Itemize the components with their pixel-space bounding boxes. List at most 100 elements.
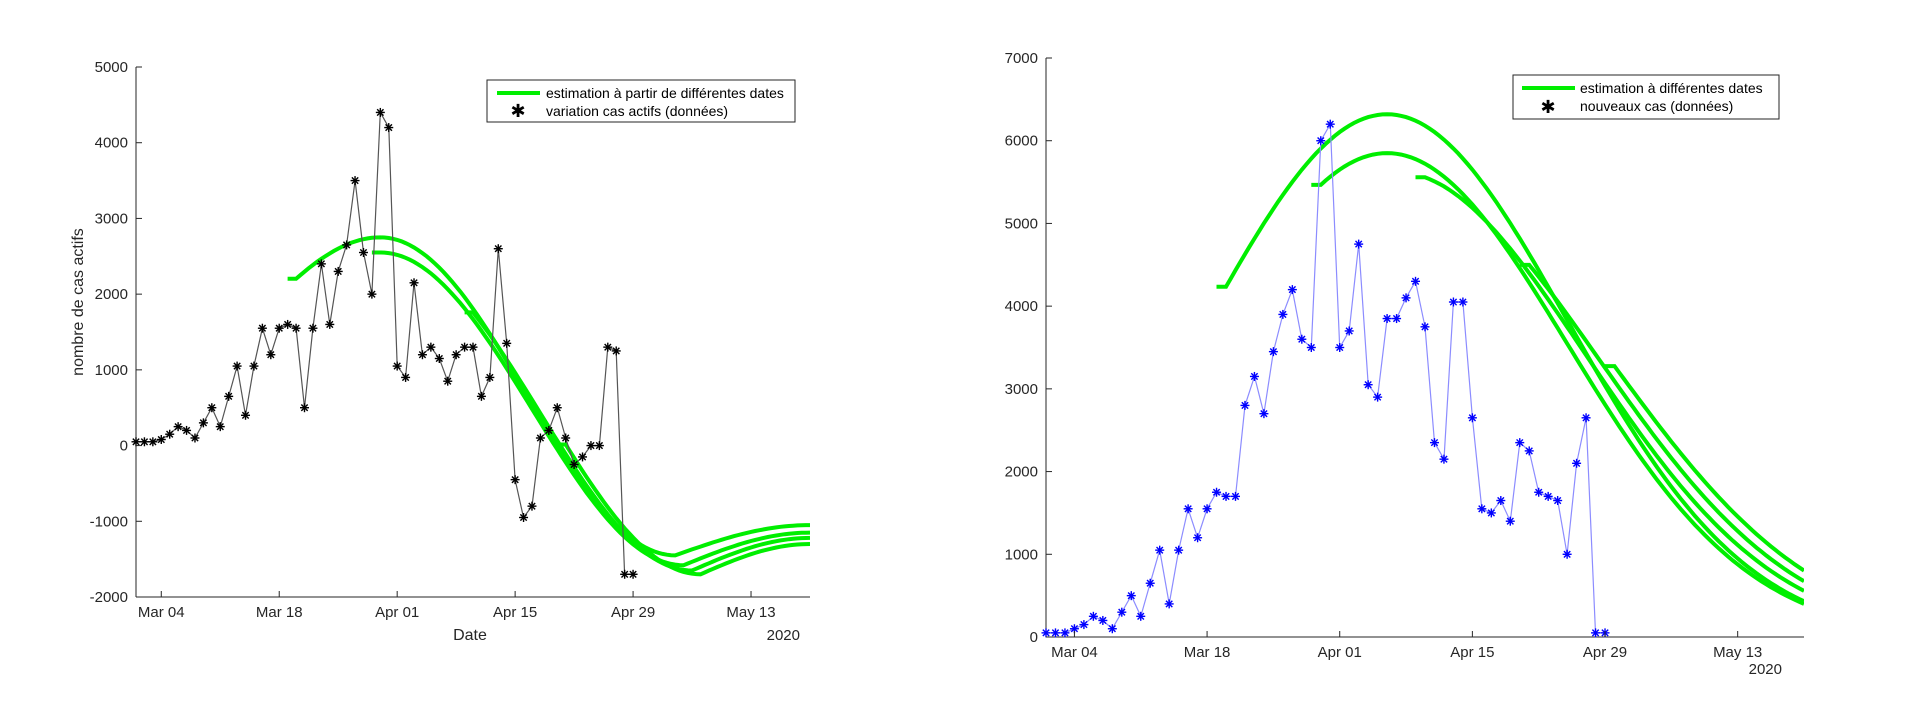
left-data-point (198, 418, 208, 428)
right-data-point (1373, 392, 1383, 402)
right-estimate-curve-2 (1311, 151, 1804, 606)
left-data-point (375, 107, 385, 117)
right-estimate-curve-1 (1216, 112, 1804, 604)
right-legend-data-marker: ✱ (1540, 97, 1555, 118)
right-y-tick-label: 3000 (1005, 381, 1038, 398)
right-data-line (1046, 122, 1605, 634)
left-data-point (384, 123, 394, 133)
left-data-point (527, 501, 537, 511)
left-legend-data-marker: ✱ (510, 101, 525, 122)
left-legend-data-label: variation cas actifs (données) (546, 103, 728, 119)
left-data-point (603, 342, 613, 352)
left-legend-box (486, 79, 796, 123)
right-y-tick-label: 1000 (1005, 546, 1038, 563)
right-data-point (1268, 347, 1278, 357)
right-data-point (1202, 504, 1212, 514)
right-data-point (1297, 334, 1307, 344)
left-data-point (207, 403, 217, 413)
right-data-point (1572, 458, 1582, 468)
right-y-tick-label: 2000 (1005, 464, 1038, 481)
left-y-tick-label: 1000 (95, 362, 128, 379)
left-data-point (232, 361, 242, 371)
right-data-point (1126, 591, 1136, 601)
right-data-point (1524, 446, 1534, 456)
right-data-point (1193, 533, 1203, 543)
left-data-point (443, 376, 453, 386)
right-data-point (1420, 322, 1430, 332)
right-x-tick-label: Mar 04 (1051, 644, 1098, 661)
left-data-point (561, 433, 571, 443)
right-data-point (1316, 136, 1326, 146)
left-data-point (586, 441, 596, 451)
left-data-point (451, 350, 461, 360)
left-data-point (291, 323, 301, 333)
left-data-line (136, 110, 634, 575)
left-data-point (308, 323, 318, 333)
left-data-point (544, 425, 554, 435)
left-data-point (342, 240, 352, 250)
left-data-point (300, 403, 309, 413)
left-data-point (535, 433, 545, 443)
right-data-point (1174, 545, 1184, 555)
right-data-point (1477, 504, 1487, 514)
left-data-point (325, 319, 335, 329)
right-estimate-curve-4 (1519, 262, 1804, 583)
left-data-point (493, 244, 503, 254)
left-data-point (156, 435, 166, 445)
right-data-point (1562, 549, 1572, 559)
left-data-point (519, 513, 529, 522)
right-data-point (1041, 628, 1051, 638)
left-data-point (165, 429, 175, 439)
left-data-point (460, 342, 470, 352)
right-estimate-curve-3 (1415, 175, 1804, 593)
right-data-point (1486, 508, 1496, 518)
right-data-point (1259, 409, 1269, 419)
left-estimate-curve-2 (371, 250, 810, 568)
left-data-point (316, 259, 326, 269)
left-estimate-curve-1 (287, 235, 810, 558)
right-data-point (1278, 309, 1288, 319)
right-legend-box (1512, 74, 1780, 120)
left-data-point (485, 372, 495, 382)
right-data-point (1249, 371, 1259, 381)
left-x-tick-label: Mar 04 (138, 604, 185, 621)
right-y-tick-label: 4000 (1005, 298, 1038, 315)
right-data-point (1107, 624, 1117, 634)
left-y-axis-label: nombre de cas actifs (70, 228, 87, 376)
left-data-point (426, 342, 436, 352)
right-data-point (1401, 293, 1411, 303)
right-x-tick-label: Apr 29 (1583, 644, 1627, 661)
right-data-point (1136, 611, 1146, 621)
left-chart-marks (131, 107, 810, 579)
right-data-point (1240, 400, 1250, 410)
left-data-point (190, 433, 200, 443)
left-data-point (502, 338, 512, 348)
right-data-point (1098, 615, 1108, 625)
right-data-point (1553, 496, 1563, 506)
left-y-ticks: -2000 -1000 0 1000 2000 3000 4000 5000 (90, 59, 142, 606)
left-data-point (611, 346, 621, 356)
left-data-point (468, 342, 478, 352)
right-data-point (1581, 413, 1591, 423)
left-x-tick-label: Apr 29 (611, 604, 655, 621)
left-data-point (510, 475, 520, 485)
left-x-tick-label: Apr 15 (493, 604, 537, 621)
right-data-point (1429, 438, 1439, 448)
right-data-point (1344, 326, 1354, 336)
right-data-point (1060, 628, 1070, 638)
left-data-point (417, 350, 427, 360)
right-data-point (1164, 599, 1174, 609)
right-x-tick-label: Mar 18 (1184, 644, 1231, 661)
left-data-point (241, 410, 251, 420)
left-data-point (628, 569, 638, 579)
right-y-ticks: 0 1000 2000 3000 4000 5000 6000 7000 (1005, 50, 1052, 646)
right-data-point (1050, 628, 1060, 638)
right-data-point (1079, 620, 1089, 630)
right-data-point (1221, 491, 1231, 501)
right-estimate-curve-5 (1605, 364, 1804, 573)
right-axes-frame (1045, 58, 1804, 638)
right-chart: Mar 04 Mar 18 Apr 01 Apr 15 Apr 29 May 13 0 10… (1005, 50, 1804, 678)
left-data-point (249, 361, 259, 371)
left-data-point (224, 391, 234, 401)
